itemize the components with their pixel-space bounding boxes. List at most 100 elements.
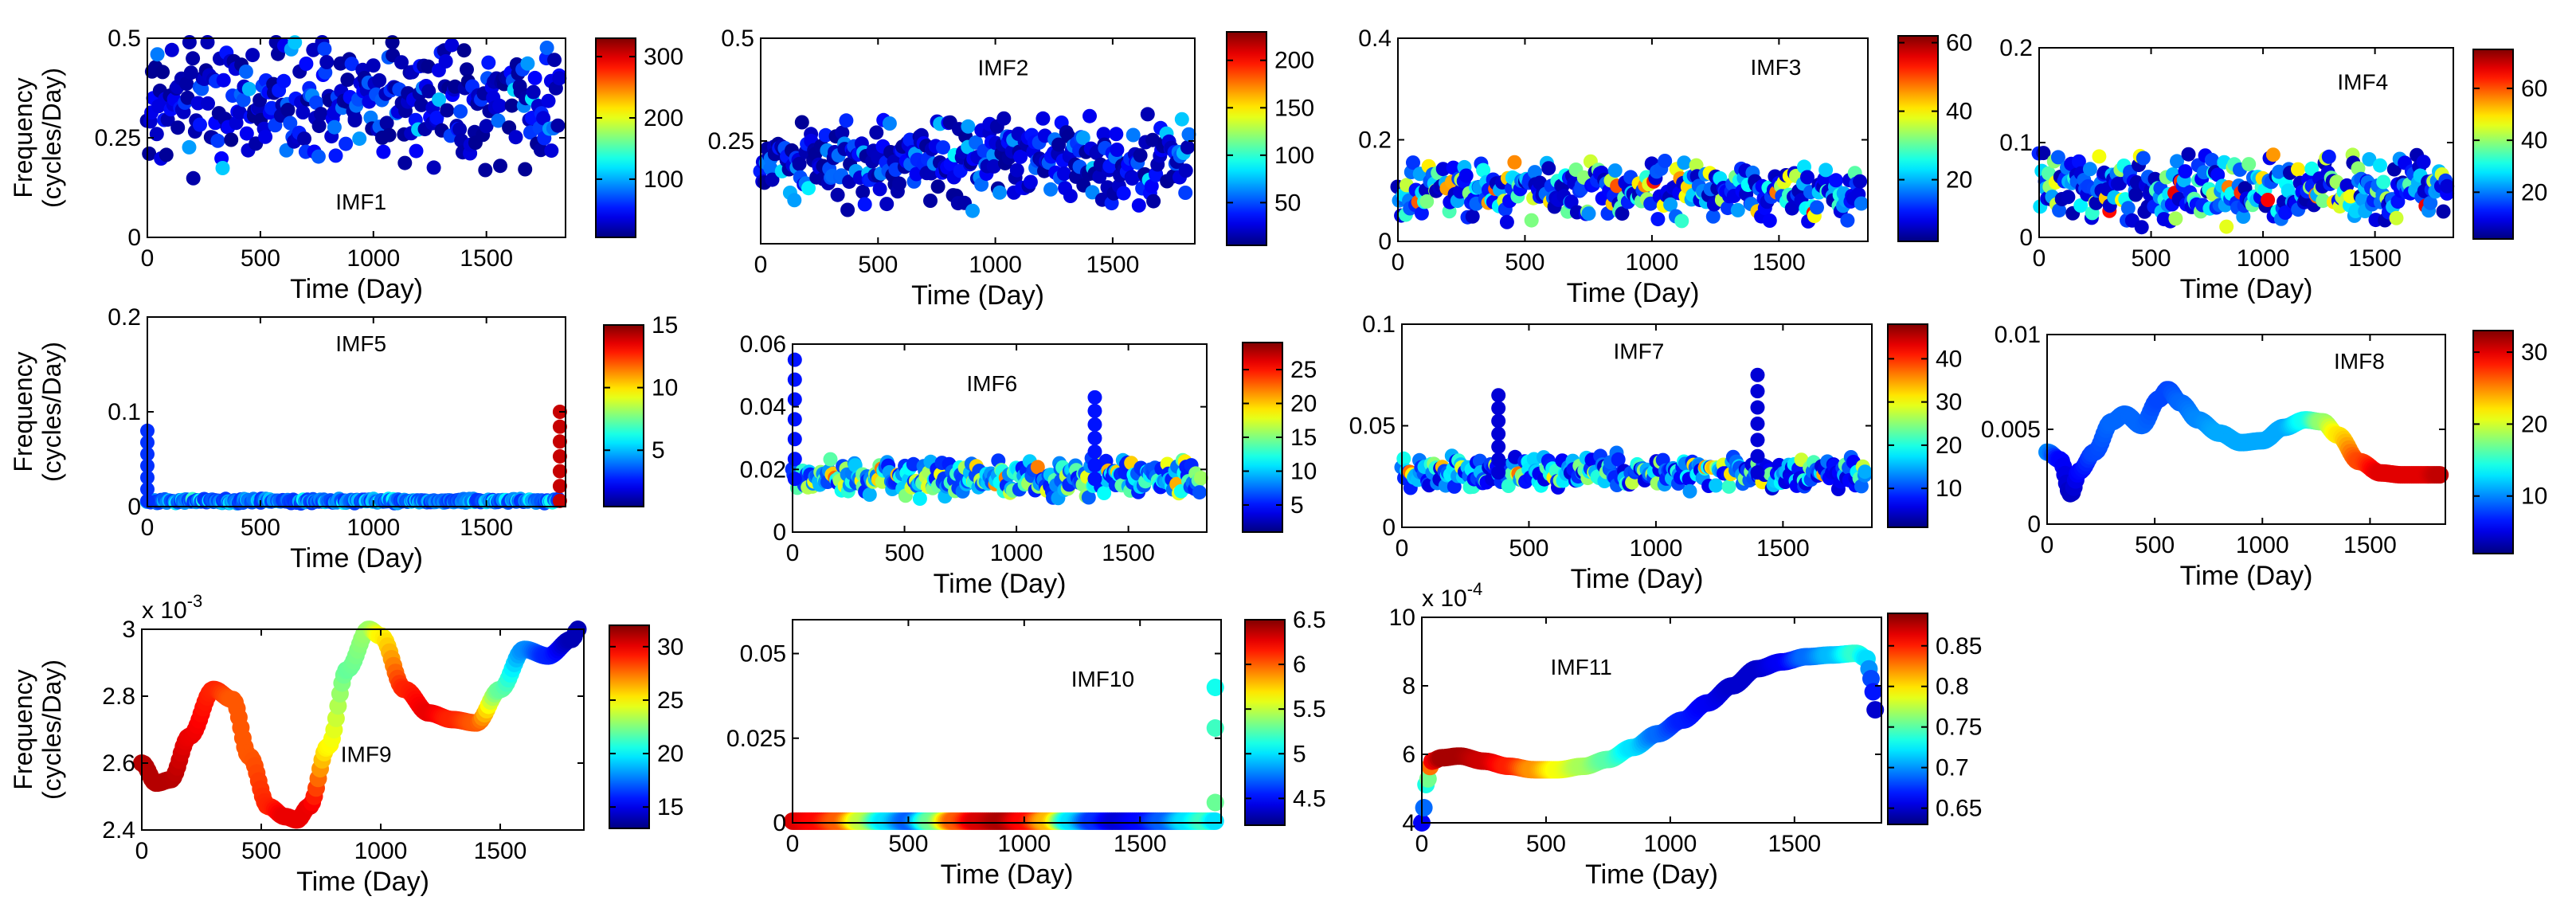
data-point <box>1527 165 1542 180</box>
chart-imf5: 0 500 1000 1500 0 0.1 0.2 IMF5 Time (Day) Frequen… <box>9 304 678 574</box>
data-point <box>2261 193 2276 207</box>
x-tick-label: 500 <box>2132 245 2171 272</box>
data-point <box>1524 213 1539 228</box>
colorbar-tick-label: 10 <box>652 375 678 401</box>
data-point <box>1087 417 1102 432</box>
data-point <box>552 493 567 508</box>
data-point <box>1013 149 1028 164</box>
y-axis-label: (cycles/Day) <box>37 68 66 208</box>
x-axis-label: Time (Day) <box>2180 561 2313 591</box>
colorbar-tick-label: 40 <box>2521 127 2547 154</box>
data-point <box>453 104 468 119</box>
data-point <box>2265 147 2280 162</box>
data-point <box>787 452 802 467</box>
data-point <box>491 113 506 128</box>
x-tick-label: 1000 <box>346 515 400 541</box>
x-tick-label: 500 <box>241 245 280 272</box>
data-point <box>2304 161 2320 176</box>
data-point <box>481 55 496 70</box>
data-point <box>1146 194 1161 209</box>
chart-imf10: 0 500 1000 1500 0 0.025 0.05 IMF10 Time (Day) 4.5… <box>726 607 1326 890</box>
y-tick-label: 0.02 <box>740 456 786 483</box>
data-point <box>1677 155 1692 170</box>
data-point <box>1110 143 1125 157</box>
colorbar-tick-label: 6.5 <box>1293 607 1326 633</box>
x-tick-label: 0 <box>754 252 768 278</box>
data-point <box>224 132 239 147</box>
data-point <box>182 139 197 155</box>
data-point <box>539 41 554 55</box>
data-point <box>1750 433 1765 448</box>
x-axis-label: Time (Day) <box>290 543 423 574</box>
data-point <box>238 65 253 79</box>
data-point <box>533 143 548 158</box>
data-point <box>379 115 394 131</box>
colorbar <box>1242 342 1283 533</box>
x-tick-label: 1000 <box>1630 535 1683 562</box>
data-point <box>2073 198 2089 213</box>
x-tick-label: 500 <box>888 831 928 857</box>
data-point <box>1419 194 1435 209</box>
data-point <box>215 161 230 175</box>
colorbar-tick-label: 40 <box>1936 346 1962 372</box>
y-tick-label: 0 <box>2027 511 2041 538</box>
x-tick-label: 1000 <box>1644 831 1697 857</box>
data-point <box>1180 139 1195 155</box>
data-point <box>366 58 381 73</box>
data-point <box>245 48 260 63</box>
y-tick-label: 0.5 <box>721 25 754 52</box>
data-point <box>1414 206 1429 221</box>
plot-area <box>1401 323 1873 528</box>
data-point <box>541 93 556 108</box>
y-tick-label: 0 <box>773 519 786 546</box>
data-point <box>311 119 327 134</box>
y-tick-label: 3 <box>122 617 135 643</box>
data-point <box>479 119 494 134</box>
data-point <box>835 125 850 140</box>
data-point <box>2219 219 2234 234</box>
data-point <box>869 125 884 140</box>
data-layer <box>753 107 1196 218</box>
data-point <box>930 179 945 194</box>
colorbar-tick-label: 10 <box>1936 476 1962 502</box>
data-layer <box>139 405 567 511</box>
x-tick-label: 500 <box>241 838 281 864</box>
data-point <box>280 103 296 117</box>
data-point <box>478 162 493 178</box>
colorbar-tick-label: 5 <box>1293 741 1306 767</box>
x-tick-label: 1500 <box>2348 245 2402 272</box>
y-axis-label: Frequency <box>9 77 37 198</box>
data-point <box>182 35 197 49</box>
data-point <box>552 434 567 449</box>
x-axis-label: Time (Day) <box>2180 274 2313 304</box>
data-point <box>2236 209 2251 224</box>
colorbar-tick-label: 15 <box>652 312 678 339</box>
data-point <box>1097 486 1112 500</box>
colorbar-tick-label: 20 <box>1936 433 1962 459</box>
data-point <box>1689 158 1704 173</box>
data-point <box>2431 466 2449 484</box>
data-point <box>164 42 179 57</box>
colorbar-tick-label: 20 <box>1946 167 1972 194</box>
data-point <box>974 177 989 192</box>
data-point <box>311 149 326 164</box>
data-point <box>1087 444 1102 460</box>
data-point <box>1087 458 1102 473</box>
data-point <box>2181 147 2196 162</box>
colorbar-tick-label: 60 <box>1946 30 1972 57</box>
x-tick-label: 1000 <box>346 245 400 272</box>
x-tick-label: 0 <box>1396 535 1409 562</box>
panel-label: IMF7 <box>1614 339 1665 363</box>
data-point <box>317 41 332 57</box>
data-point <box>2316 194 2331 209</box>
colorbar <box>595 37 636 238</box>
x-tick-label: 500 <box>885 540 925 566</box>
colorbar-tick-label: 5 <box>652 437 665 464</box>
data-point <box>493 159 507 174</box>
data-point <box>879 197 895 212</box>
data-point <box>1750 416 1765 431</box>
colorbar-tick-label: 0.7 <box>1936 755 1969 781</box>
data-point <box>440 103 455 118</box>
y-tick-label: 0.04 <box>740 394 786 421</box>
y-axis-label: (cycles/Day) <box>37 342 66 482</box>
